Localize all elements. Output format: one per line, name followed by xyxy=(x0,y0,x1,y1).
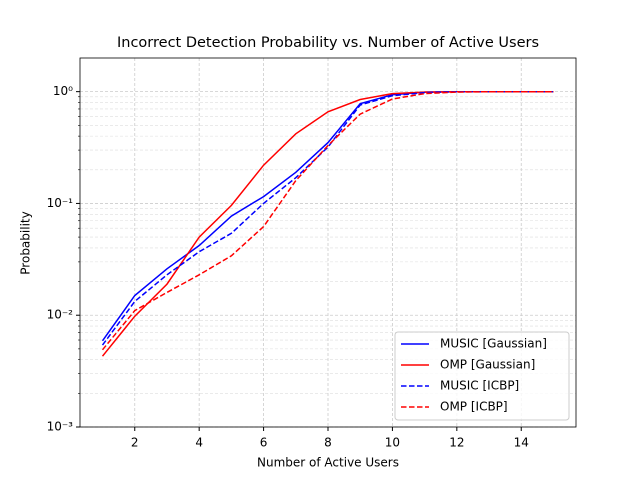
x-tick-label: 4 xyxy=(195,436,203,450)
y-axis-label: Probability xyxy=(19,211,33,274)
legend-label: MUSIC [ICBP] xyxy=(440,379,519,393)
y-tick-label: 10⁻² xyxy=(47,308,74,322)
x-tick-label: 2 xyxy=(131,436,139,450)
legend-label: OMP [Gaussian] xyxy=(440,358,535,372)
x-tick-label: 12 xyxy=(449,436,464,450)
chart-title: Incorrect Detection Probability vs. Numb… xyxy=(117,35,539,51)
y-tick-label: 10⁻³ xyxy=(47,420,74,434)
x-axis-label: Number of Active Users xyxy=(257,456,399,470)
series-line xyxy=(101,90,554,351)
legend-box xyxy=(394,331,570,421)
plot-frame xyxy=(79,57,577,428)
y-tick-label: 10⁻¹ xyxy=(47,196,74,210)
x-tick-label: 8 xyxy=(324,436,332,450)
legend-label: OMP [ICBP] xyxy=(440,400,508,414)
legend-label: MUSIC [Gaussian] xyxy=(440,337,547,351)
y-tick-label: 10⁰ xyxy=(53,84,73,98)
x-tick-label: 6 xyxy=(260,436,268,450)
x-tick-label: 14 xyxy=(514,436,529,450)
x-tick-label: 10 xyxy=(385,436,400,450)
